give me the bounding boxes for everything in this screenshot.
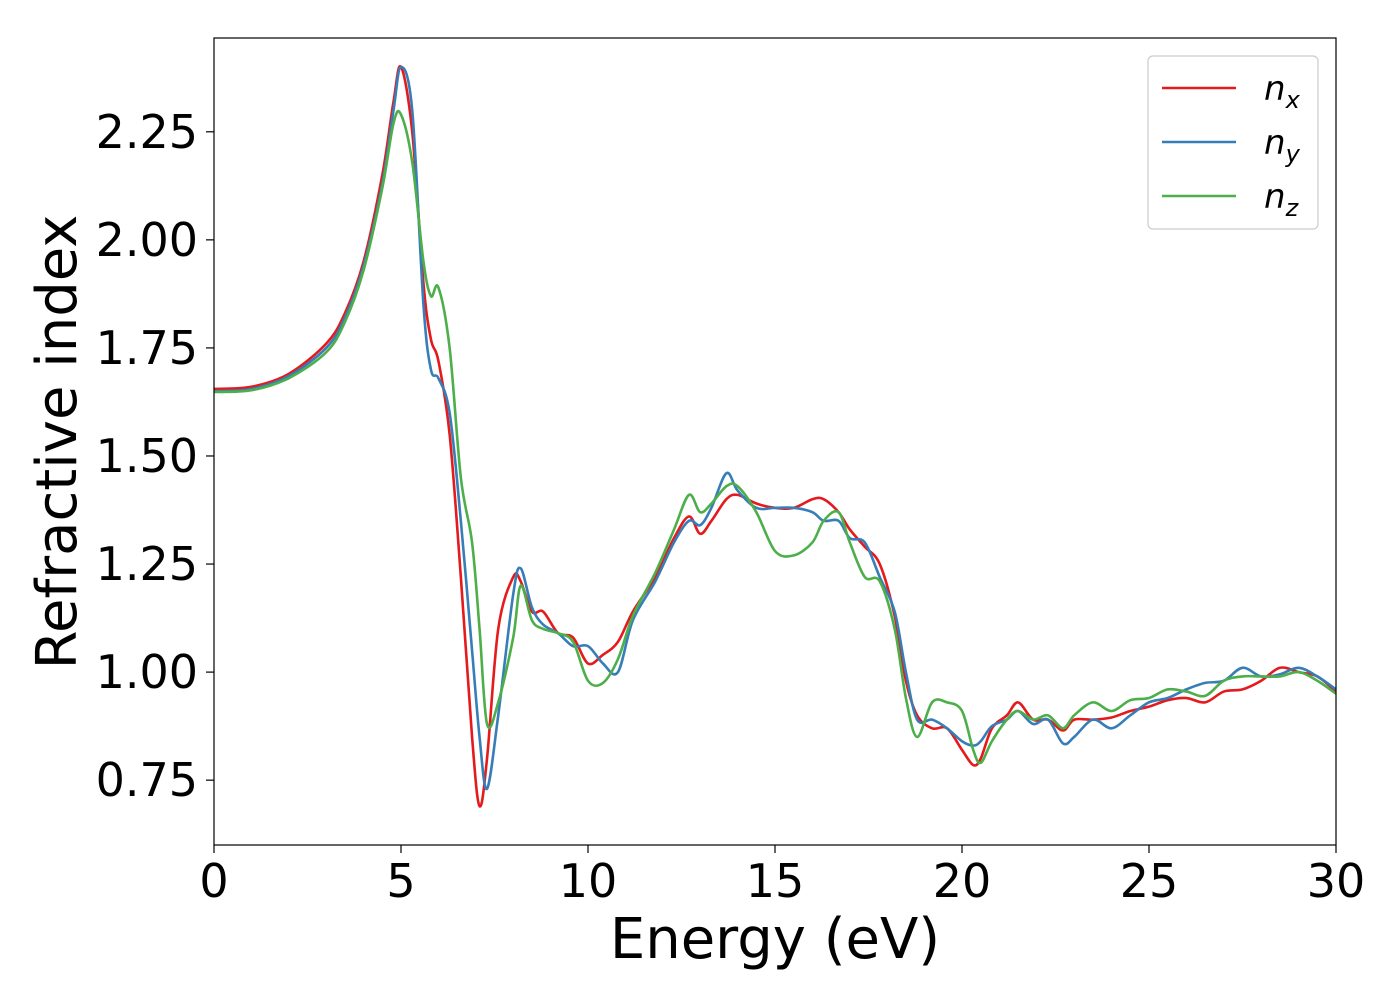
plot-frame bbox=[213, 37, 1337, 846]
y-tick-label: 1.25 bbox=[96, 537, 198, 591]
x-tick-label: 0 bbox=[199, 854, 228, 908]
x-tick-label: 30 bbox=[1307, 854, 1366, 908]
x-tick-label: 15 bbox=[746, 854, 805, 908]
y-tick-label: 1.00 bbox=[96, 645, 198, 699]
series-line bbox=[214, 109, 1336, 765]
x-axis-label: Energy (eV) bbox=[610, 907, 940, 972]
series-line bbox=[214, 65, 1336, 791]
y-tick-label: 1.75 bbox=[96, 321, 198, 375]
y-tick-label: 0.75 bbox=[96, 753, 198, 807]
x-tick-label: 25 bbox=[1120, 854, 1179, 908]
x-tick-label: 5 bbox=[386, 854, 415, 908]
y-tick-label: 2.25 bbox=[96, 105, 198, 159]
legend-label: ny bbox=[1264, 123, 1301, 168]
legend-label: nx bbox=[1264, 69, 1301, 114]
legend-label: nz bbox=[1264, 177, 1300, 222]
y-axis-label: Refractive index bbox=[25, 215, 90, 670]
y-tick-label: 2.00 bbox=[96, 213, 198, 267]
x-tick-label: 10 bbox=[559, 854, 618, 908]
y-tick-label: 1.50 bbox=[96, 429, 198, 483]
x-tick-label: 20 bbox=[933, 854, 992, 908]
